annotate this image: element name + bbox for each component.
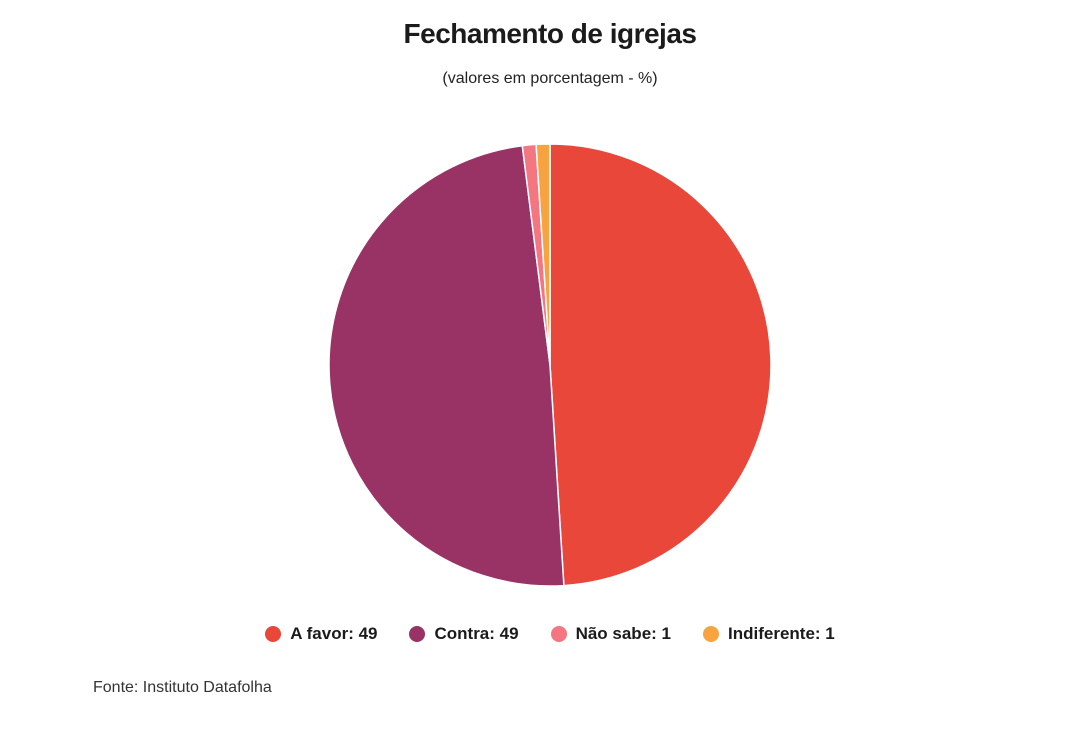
legend-item-contra[interactable]: Contra: 49 <box>409 624 519 644</box>
legend-label: A favor: 49 <box>290 624 378 643</box>
legend-swatch-icon <box>550 626 567 642</box>
legend-swatch-icon <box>703 626 719 642</box>
pie-chart <box>328 143 772 587</box>
chart-title: Fechamento de igrejas <box>403 18 697 49</box>
chart-subtitle: (valores em porcentagem - %) <box>442 70 658 87</box>
legend-item-a-favor[interactable]: A favor: 49 <box>265 624 377 644</box>
legend-swatch-icon <box>265 626 282 642</box>
pie-slice-a-favor[interactable] <box>549 143 772 587</box>
legend-swatch-icon <box>409 626 426 642</box>
legend-item-indiferente[interactable]: Indiferente: 1 <box>703 624 835 644</box>
legend-item-nao-sabe[interactable]: Não sabe: 1 <box>550 624 671 644</box>
pie-slice-contra[interactable] <box>328 144 565 587</box>
legend-label: Não sabe: 1 <box>575 624 671 643</box>
legend: A favor: 49 Contra: 49 Não sabe: 1 Indif… <box>0 624 1080 644</box>
source-note: Fonte: Instituto Datafolha <box>93 679 272 696</box>
legend-label: Indiferente: 1 <box>728 624 835 643</box>
pie-slice-indiferente[interactable] <box>535 143 551 366</box>
legend-label: Contra: 49 <box>434 624 519 643</box>
